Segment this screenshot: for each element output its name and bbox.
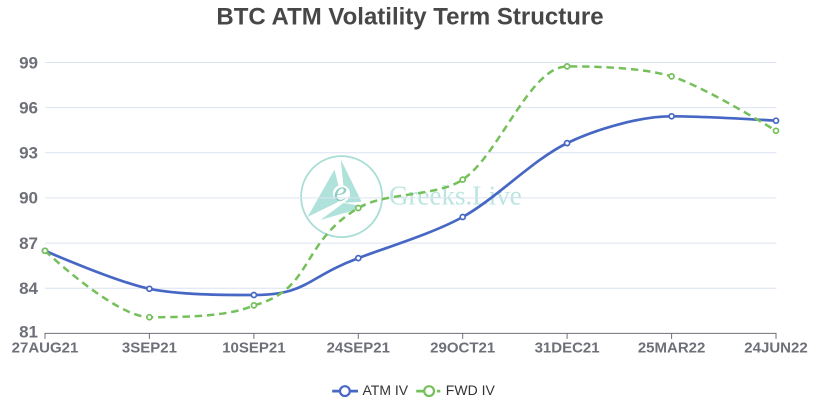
svg-text:ATM IV: ATM IV	[363, 382, 409, 398]
svg-text:FWD IV: FWD IV	[446, 382, 496, 398]
svg-text:93: 93	[19, 144, 38, 163]
svg-text:31DEC21: 31DEC21	[535, 340, 600, 357]
svg-text:10SEP21: 10SEP21	[222, 340, 285, 357]
svg-text:96: 96	[19, 98, 38, 117]
svg-text:99: 99	[19, 53, 38, 72]
svg-text:84: 84	[19, 279, 38, 298]
svg-text:e: e	[334, 175, 347, 208]
svg-text:25MAR22: 25MAR22	[638, 340, 706, 357]
svg-text:29OCT21: 29OCT21	[430, 340, 495, 357]
svg-text:24JUN22: 24JUN22	[744, 340, 807, 357]
svg-text:87: 87	[19, 234, 38, 253]
svg-text:81: 81	[19, 323, 38, 342]
svg-text:27AUG21: 27AUG21	[12, 340, 79, 357]
svg-text:3SEP21: 3SEP21	[122, 340, 177, 357]
svg-text:90: 90	[19, 189, 38, 208]
svg-text:BTC ATM Volatility Term Struct: BTC ATM Volatility Term Structure	[216, 4, 603, 31]
svg-text:24SEP21: 24SEP21	[327, 340, 390, 357]
